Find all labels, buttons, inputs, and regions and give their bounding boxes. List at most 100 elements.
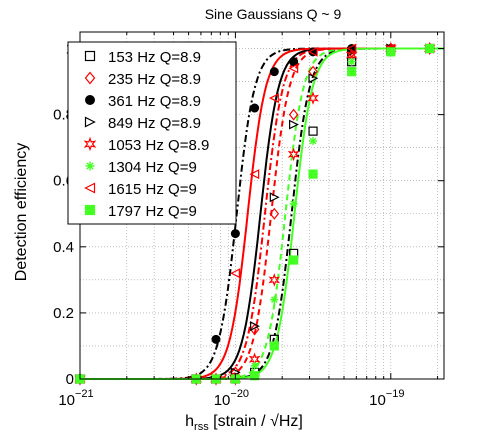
data-point <box>347 67 357 77</box>
marker-square <box>84 204 96 216</box>
marker-diamond <box>269 207 280 220</box>
data-point <box>85 161 95 171</box>
data-point <box>250 361 259 370</box>
data-point <box>230 268 240 279</box>
data-point <box>268 93 279 104</box>
marker-triangle <box>268 93 279 104</box>
data-point <box>250 321 260 332</box>
marker-star <box>268 273 281 287</box>
x-tick-exponent: −20 <box>230 388 249 400</box>
legend-box <box>67 41 237 225</box>
marker-diamond <box>288 108 299 121</box>
y-tick-label: 0.2 <box>53 305 74 322</box>
data-point <box>308 73 319 84</box>
data-point <box>289 119 299 130</box>
x-axis-label-main: h <box>185 413 194 430</box>
data-point <box>425 43 435 54</box>
legend-label: 1304 Hz Q=9 <box>108 159 197 176</box>
x-tick-label: 10−21 <box>58 388 93 409</box>
marker-asterisk-arm <box>86 162 94 170</box>
marker-circle <box>269 67 279 77</box>
data-point <box>250 371 260 381</box>
marker-square <box>269 341 279 351</box>
marker-asterisk-arm <box>290 200 297 208</box>
legend-label: 153 Hz Q=8.9 <box>108 49 201 66</box>
marker-square <box>250 371 260 381</box>
data-point <box>84 182 96 194</box>
data-point <box>249 169 260 180</box>
marker-triangle <box>250 321 260 332</box>
marker-square <box>386 47 396 57</box>
data-point <box>307 91 319 105</box>
x-tick-base: 10 <box>214 392 231 409</box>
marker-square <box>425 43 435 54</box>
data-point <box>309 137 318 146</box>
data-point <box>386 47 396 57</box>
data-point <box>270 295 279 304</box>
marker-diamond <box>84 71 96 85</box>
data-point <box>249 323 260 336</box>
y-tick-label: 0 <box>66 371 74 388</box>
data-point <box>269 341 279 351</box>
legend: 153 Hz Q=8.9 235 Hz Q=8.9 361 Hz Q=8.9 849 … <box>67 41 237 225</box>
data-point <box>287 147 300 162</box>
marker-triangle <box>84 116 96 128</box>
data-point <box>84 204 96 216</box>
marker-triangle <box>249 169 260 180</box>
y-axis-label: Detection efficiency <box>13 143 30 281</box>
data-point <box>347 57 356 66</box>
x-tick-label: 10−19 <box>369 388 404 409</box>
marker-circle <box>230 229 240 239</box>
legend-label: 361 Hz Q=8.9 <box>108 93 201 110</box>
data-point <box>250 103 260 113</box>
data-point <box>269 207 280 220</box>
data-point <box>230 229 240 239</box>
marker-triangle <box>230 268 240 279</box>
data-point <box>307 46 318 57</box>
data-point <box>84 50 96 62</box>
marker-triangle <box>288 63 299 74</box>
marker-star <box>83 136 97 152</box>
data-point <box>289 199 298 208</box>
legend-label: 235 Hz Q=8.9 <box>108 71 201 88</box>
x-tick-exponent: −19 <box>386 388 405 400</box>
marker-star <box>307 91 319 105</box>
marker-circle <box>211 334 221 344</box>
data-point <box>288 63 299 74</box>
data-point <box>289 255 299 265</box>
marker-asterisk-arm <box>309 137 317 145</box>
data-point <box>84 71 96 85</box>
marker-asterisk-arm <box>270 296 278 304</box>
marker-triangle <box>269 192 280 203</box>
marker-square <box>347 67 357 77</box>
x-axis-label-rest: [strain / √Hz] <box>209 413 303 430</box>
marker-square <box>84 50 96 62</box>
data-point <box>308 169 318 179</box>
legend-label: 1615 Hz Q=9 <box>108 181 197 198</box>
data-point <box>211 334 221 344</box>
data-point <box>308 126 318 136</box>
marker-star <box>287 147 300 162</box>
data-point <box>288 108 299 121</box>
data-point <box>268 273 281 287</box>
data-point <box>269 67 279 77</box>
data-point <box>83 136 97 152</box>
marker-triangle <box>308 73 319 84</box>
marker-square <box>308 169 318 179</box>
x-tick-label: 10−20 <box>214 388 249 409</box>
marker-circle <box>85 95 95 105</box>
x-tick-base: 10 <box>58 392 75 409</box>
data-point <box>269 192 280 203</box>
x-tick-base: 10 <box>369 392 386 409</box>
legend-label: 849 Hz Q=8.9 <box>108 115 201 132</box>
marker-triangle <box>289 119 299 130</box>
x-axis-label: hrss [strain / √Hz] <box>185 413 303 433</box>
marker-triangle <box>307 46 318 57</box>
y-tick-label: 0.4 <box>53 239 74 256</box>
data-point <box>346 43 357 54</box>
marker-triangle <box>346 43 357 54</box>
chart-title: Sine Gaussians Q ~ 9 <box>205 6 342 22</box>
data-point <box>85 95 95 105</box>
marker-diamond <box>249 323 260 336</box>
